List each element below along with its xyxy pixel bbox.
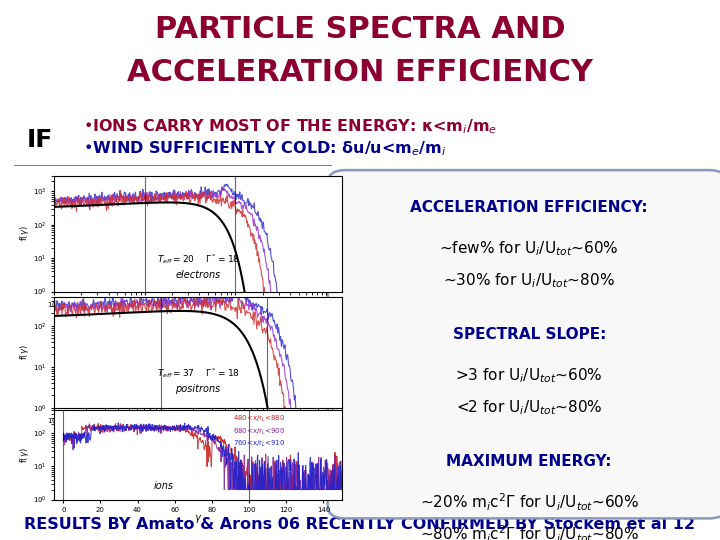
Text: 760<x/r$_L$<910: 760<x/r$_L$<910 <box>233 439 285 449</box>
Text: electrons: electrons <box>176 269 220 280</box>
Text: 680<x/r$_L$<900: 680<x/r$_L$<900 <box>233 427 285 437</box>
Text: $T_{eff}=37$    $\Gamma^*=18$: $T_{eff}=37$ $\Gamma^*=18$ <box>156 366 240 380</box>
Text: IF: IF <box>27 129 53 152</box>
Text: ions: ions <box>153 481 174 491</box>
Text: PARTICLE SPECTRA AND: PARTICLE SPECTRA AND <box>155 15 565 44</box>
Text: SPECTRAL SLOPE:: SPECTRAL SLOPE: <box>452 327 606 342</box>
Text: ~20% m$_i$c$^2$Γ for U$_i$/U$_{tot}$~60%: ~20% m$_i$c$^2$Γ for U$_i$/U$_{tot}$~60% <box>420 491 639 513</box>
X-axis label: $\gamma$: $\gamma$ <box>194 427 202 438</box>
Y-axis label: f($\gamma$): f($\gamma$) <box>18 226 31 241</box>
Text: <2 for U$_i$/U$_{tot}$~80%: <2 for U$_i$/U$_{tot}$~80% <box>456 399 603 417</box>
Text: •WIND SUFFICIENTLY COLD: δu/u<m$_e$/m$_i$: •WIND SUFFICIENTLY COLD: δu/u<m$_e$/m$_i… <box>83 139 446 158</box>
Text: >3 for U$_i$/U$_{tot}$~60%: >3 for U$_i$/U$_{tot}$~60% <box>455 366 603 384</box>
Text: positrons: positrons <box>176 384 220 394</box>
Text: •IONS CARRY MOST OF THE ENERGY: κ<m$_i$/m$_e$: •IONS CARRY MOST OF THE ENERGY: κ<m$_i$/… <box>83 118 497 136</box>
Text: MAXIMUM ENERGY:: MAXIMUM ENERGY: <box>446 454 612 469</box>
X-axis label: $\gamma$: $\gamma$ <box>194 310 202 322</box>
Y-axis label: f($\gamma$): f($\gamma$) <box>18 345 31 360</box>
X-axis label: $\gamma$: $\gamma$ <box>194 513 202 525</box>
Text: ~few% for U$_i$/U$_{tot}$~60%: ~few% for U$_i$/U$_{tot}$~60% <box>439 239 619 258</box>
Text: ~30% for U$_i$/U$_{tot}$~80%: ~30% for U$_i$/U$_{tot}$~80% <box>444 272 615 290</box>
FancyBboxPatch shape <box>328 170 720 518</box>
Text: RESULTS BY Amato & Arons 06 RECENTLY CONFIRMED BY Stockem et al 12: RESULTS BY Amato & Arons 06 RECENTLY CON… <box>24 517 696 532</box>
Text: ACCELERATION EFFICIENCY:: ACCELERATION EFFICIENCY: <box>410 200 648 215</box>
Text: $T_{eff}=20$    $\Gamma^*=18$: $T_{eff}=20$ $\Gamma^*=18$ <box>156 252 240 266</box>
Text: ~80% m$_i$c$^2$Γ for U$_i$/U$_{tot}$~80%: ~80% m$_i$c$^2$Γ for U$_i$/U$_{tot}$~80% <box>420 524 639 540</box>
Text: ACCELERATION EFFICIENCY: ACCELERATION EFFICIENCY <box>127 58 593 87</box>
Text: 480<x/r$_L$<880: 480<x/r$_L$<880 <box>233 414 285 424</box>
Y-axis label: f($\gamma$): f($\gamma$) <box>18 447 31 463</box>
